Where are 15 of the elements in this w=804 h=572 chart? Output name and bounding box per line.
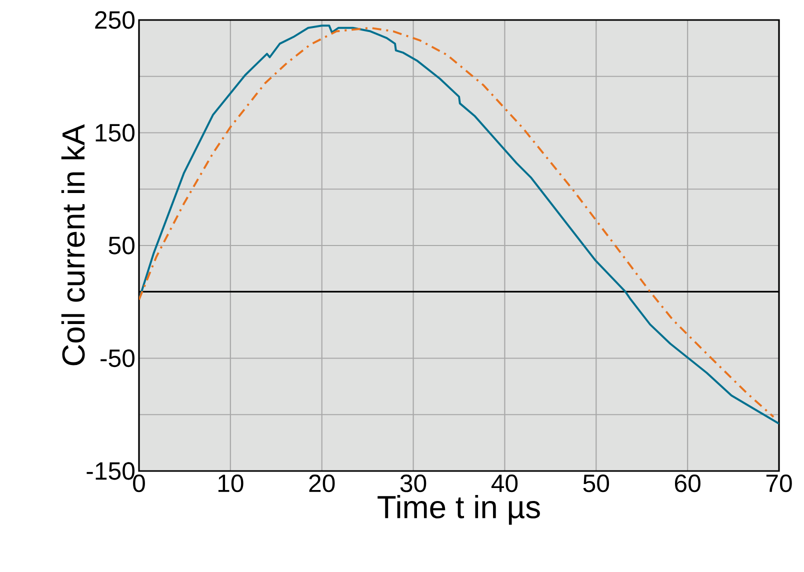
x-tick-label: 30 <box>400 474 426 492</box>
x-tick-label: 50 <box>583 474 610 492</box>
x-axis-title: Time t in µs <box>378 495 540 525</box>
x-tick-label: 20 <box>309 474 335 492</box>
x-tick-label: 60 <box>674 474 700 492</box>
y-tick-label: -50 <box>100 349 134 368</box>
x-tick-label: 0 <box>133 474 145 492</box>
y-tick-label: 50 <box>108 236 134 254</box>
y-axis-title: Coil current in kA <box>61 124 85 366</box>
y-tick-label: 250 <box>95 11 134 29</box>
x-tick-label: 40 <box>491 474 518 492</box>
y-tick-label: -150 <box>86 462 134 480</box>
x-tick-label: 10 <box>218 474 244 492</box>
y-tick-label: 150 <box>96 124 134 142</box>
x-tick-label: 70 <box>766 474 792 492</box>
